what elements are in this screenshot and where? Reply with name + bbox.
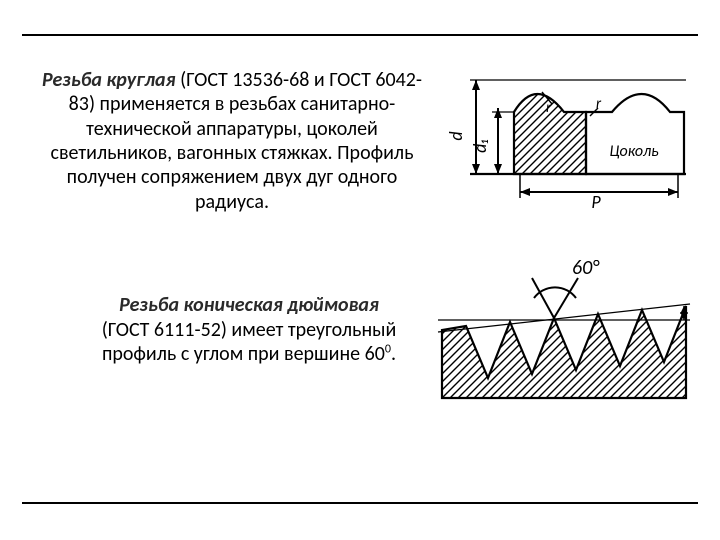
section1-text: Резьба круглая (ГОСТ 13536-68 и ГОСТ 604… xyxy=(30,68,434,214)
section2-body-suffix: . xyxy=(391,342,396,366)
section-conical-thread: Резьба коническая дюймовая (ГОСТ 6111-52… xyxy=(24,260,696,400)
label-d1: d₁ xyxy=(469,139,491,153)
label-d: d xyxy=(446,131,467,140)
section2-title: Резьба коническая дюймовая xyxy=(74,293,424,317)
label-r1: r xyxy=(546,99,552,117)
label-p: P xyxy=(591,191,601,213)
section1-title: Резьба круглая xyxy=(42,68,176,92)
horizontal-rule-top xyxy=(22,34,698,36)
label-angle: 60° xyxy=(572,260,600,280)
figure-conical-thread: 60° xyxy=(436,260,696,400)
figure-round-thread: P d d₁ r r Цоколь xyxy=(446,66,696,216)
horizontal-rule-bottom xyxy=(22,502,698,504)
section2-body-pre: (ГОСТ 6111-52) имеет треугольный профиль… xyxy=(102,318,397,366)
label-r2: r xyxy=(596,95,602,113)
label-socket: Цоколь xyxy=(609,142,659,161)
section2-text: Резьба коническая дюймовая (ГОСТ 6111-52… xyxy=(74,293,424,366)
section-round-thread: Резьба круглая (ГОСТ 13536-68 и ГОСТ 604… xyxy=(24,66,696,216)
